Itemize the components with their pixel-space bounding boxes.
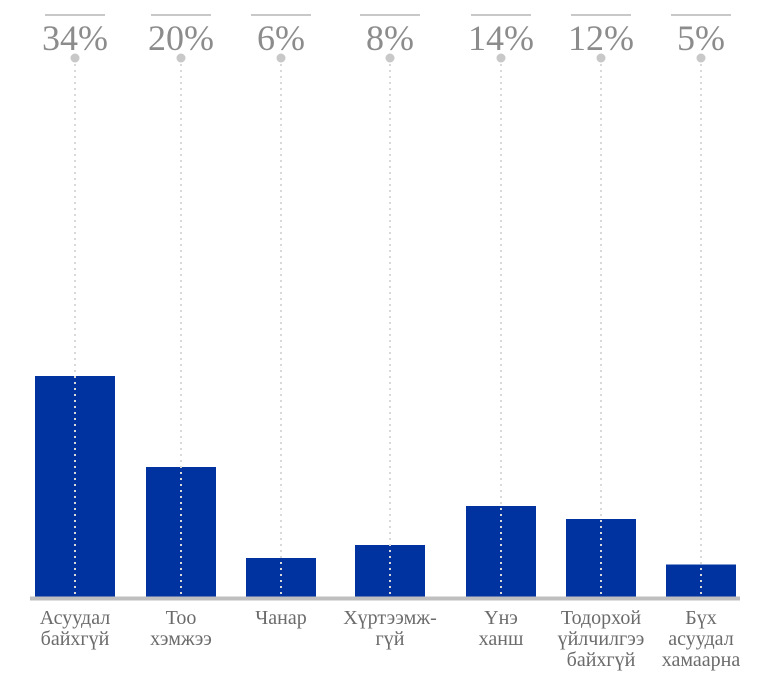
value-label: 6% (257, 18, 305, 58)
value-marker-dot (596, 53, 606, 63)
value-label: 14% (468, 18, 534, 58)
value-marker-dot (176, 53, 186, 63)
value-marker-dot (385, 53, 395, 63)
value-marker-dot (276, 53, 286, 63)
value-marker-dot (696, 53, 706, 63)
category-label: Тодорхой үйлчилгээ байхгүй (558, 607, 645, 671)
value-label: 12% (568, 18, 634, 58)
category-label: Үнэ ханш (479, 607, 524, 650)
category-label: Хүртээмж-гүй (343, 607, 437, 650)
value-label: 5% (677, 18, 725, 58)
category-label: Чанар (255, 607, 306, 629)
category-label: Бүх асуудал хамаарна (662, 607, 741, 671)
value-marker-dot (70, 53, 80, 63)
bar (355, 545, 425, 597)
value-label: 34% (42, 18, 108, 58)
value-marker-dot (496, 53, 506, 63)
category-label: Асуудал байхгүй (40, 607, 111, 650)
category-label: Тоо хэмжээ (150, 607, 212, 650)
value-label: 8% (366, 18, 414, 58)
bar (246, 558, 316, 597)
value-label: 20% (148, 18, 214, 58)
